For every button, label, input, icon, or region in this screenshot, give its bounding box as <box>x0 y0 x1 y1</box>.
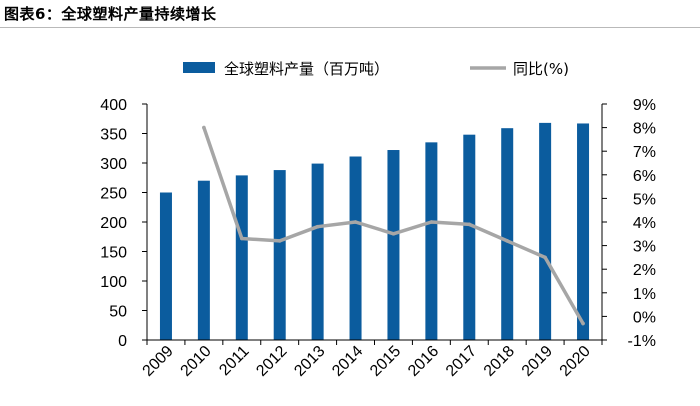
left-tick-label: 100 <box>100 274 127 291</box>
legend-bar-label: 全球塑料产量（百万吨） <box>224 60 389 78</box>
bar-2020 <box>577 123 590 340</box>
bar-2011 <box>235 175 248 340</box>
yoy-point-2010 <box>202 125 206 130</box>
legend-line-label: 同比(%) <box>513 60 569 78</box>
yoy-point-2012 <box>277 239 282 243</box>
left-tick-label: 50 <box>109 304 127 321</box>
x-tick-label: 2013 <box>291 343 328 380</box>
right-tick-label: 7% <box>633 144 656 161</box>
bar-2017 <box>463 134 476 340</box>
yoy-point-2020 <box>581 321 585 326</box>
yoy-point-2017 <box>467 222 472 227</box>
bar-series <box>159 122 590 340</box>
right-tick-label: 1% <box>633 286 656 303</box>
right-tick-label: 5% <box>633 191 656 208</box>
yoy-point-2018 <box>505 239 510 243</box>
right-tick-label: 4% <box>633 215 656 232</box>
bar-2016 <box>425 142 438 340</box>
x-tick-label: 2009 <box>140 343 177 380</box>
right-tick-label: 8% <box>633 121 656 138</box>
right-tick-label: 0% <box>633 309 656 326</box>
bar-2010 <box>197 180 210 340</box>
yoy-point-2011 <box>239 236 244 241</box>
axes <box>142 103 607 345</box>
x-axis-ticks: 2009 2010 2011 2012 2013 2014 2015 2016 2017 2018… <box>140 343 594 380</box>
bar-2018 <box>501 128 514 340</box>
left-tick-label: 150 <box>100 245 127 262</box>
bar-2019 <box>539 122 552 340</box>
bar-2009 <box>159 192 172 340</box>
left-tick-label: 300 <box>100 156 127 173</box>
x-tick-label: 2020 <box>557 343 594 380</box>
line-series <box>202 125 585 326</box>
bar-2015 <box>387 150 400 340</box>
right-tick-label: -1% <box>628 333 656 350</box>
bar-2014 <box>349 156 362 340</box>
title-divider <box>0 27 700 28</box>
yoy-point-2015 <box>391 232 396 236</box>
left-tick-label: 250 <box>100 186 127 203</box>
x-tick-label: 2010 <box>178 343 215 380</box>
x-tick-label: 2017 <box>443 343 480 380</box>
x-tick-label: 2014 <box>329 343 366 380</box>
x-tick-label: 2011 <box>216 343 252 379</box>
bar-2012 <box>273 170 286 340</box>
x-tick-label: 2018 <box>481 343 518 380</box>
x-tick-label: 2019 <box>519 343 556 380</box>
yoy-point-2013 <box>315 224 320 229</box>
left-tick-label: 350 <box>100 127 127 144</box>
yoy-point-2016 <box>429 220 434 224</box>
right-tick-label: 3% <box>633 239 656 256</box>
right-axis-ticks: -1% 0% 1% 2% 3% 4% 5% 6% 7% 8% 9% <box>628 97 656 350</box>
yoy-point-2019 <box>543 255 547 260</box>
left-axis-ticks: 0 50 100 150 200 250 300 350 400 <box>100 97 127 350</box>
left-tick-label: 200 <box>100 215 127 232</box>
right-tick-label: 2% <box>633 262 656 279</box>
x-tick-label: 2015 <box>367 343 404 380</box>
x-tick-label: 2016 <box>405 343 442 380</box>
legend: 全球塑料产量（百万吨） 同比(%) <box>183 60 569 78</box>
yoy-point-2014 <box>353 220 358 224</box>
x-tick-label: 2012 <box>253 343 290 380</box>
left-tick-label: 0 <box>118 333 127 350</box>
legend-bar-swatch <box>183 62 215 73</box>
figure-title: 图表6：全球塑料产量持续增长 <box>4 5 217 23</box>
bar-2013 <box>311 163 324 340</box>
right-tick-label: 6% <box>633 168 656 185</box>
left-tick-label: 400 <box>100 97 127 114</box>
right-tick-label: 9% <box>633 97 656 114</box>
